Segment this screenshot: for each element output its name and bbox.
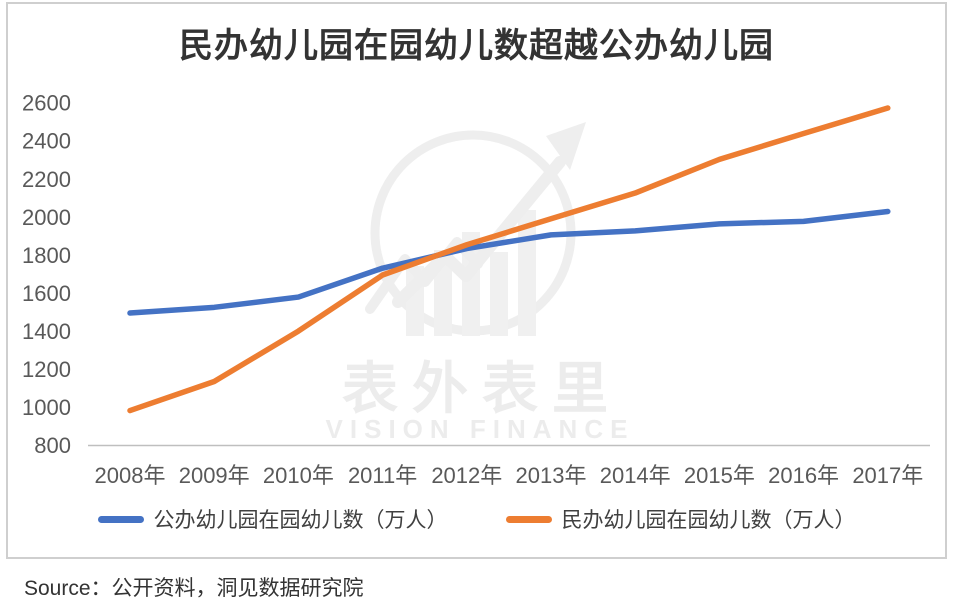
- source-note: Source：公开资料，洞见数据研究院: [24, 577, 364, 600]
- legend-label-public: 公办幼儿园在园幼儿数（万人）: [153, 509, 448, 532]
- legend-item-private: 民办幼儿园在园幼儿数（万人）: [505, 504, 856, 534]
- y-axis-label: 1800: [22, 243, 71, 268]
- legend-swatch-private: [505, 515, 552, 523]
- y-axis-label: 1200: [22, 357, 71, 382]
- y-axis-label: 2000: [22, 205, 71, 230]
- y-axis-label: 1000: [22, 395, 71, 420]
- y-axis-label: 2400: [22, 129, 71, 154]
- x-axis-label: 2017年: [852, 463, 923, 488]
- legend-swatch-public: [97, 515, 144, 523]
- y-axis-label: 2600: [22, 91, 71, 116]
- series-line-0: [127, 208, 891, 316]
- watermark-text-cn: 表外表里: [342, 357, 622, 420]
- x-axis-label: 2015年: [684, 463, 755, 488]
- series-line-1: [127, 105, 891, 414]
- y-axis-label: 1600: [22, 281, 71, 306]
- x-axis-label: 2008年: [95, 463, 166, 488]
- legend-label-private: 民办幼儿园在园幼儿数（万人）: [561, 509, 856, 532]
- axes: 800 1000 1200 1400 1600 1800 2000 2200 2400 2600 2…: [22, 91, 930, 488]
- y-axis-label: 2200: [22, 167, 71, 192]
- watermark-text-en: VISION FINANCE: [326, 414, 635, 444]
- legend-item-public: 公办幼儿园在园幼儿数（万人）: [97, 504, 448, 534]
- watermark-arrow-icon: [546, 122, 586, 170]
- x-axis-label: 2010年: [263, 463, 334, 488]
- line-chart: 表外表里 VISION FINANCE 800 1000 1200 1400 1600 1…: [22, 91, 930, 488]
- x-axis-label: 2011年: [348, 463, 417, 488]
- x-axis-label: 2009年: [179, 463, 250, 488]
- legend: 公办幼儿园在园幼儿数（万人） 民办幼儿园在园幼儿数（万人）: [8, 505, 945, 533]
- x-axis-label: 2013年: [516, 463, 587, 488]
- y-axis-label: 1400: [22, 319, 71, 344]
- y-axis-label: 800: [34, 433, 71, 458]
- series-lines: [127, 105, 891, 414]
- x-axis-label: 2016年: [768, 463, 839, 488]
- x-axis-label: 2014年: [600, 463, 671, 488]
- chart-card: 表外表里 VISION FINANCE 800 1000 1200 1400 1600 1…: [6, 2, 947, 559]
- chart-title: 民办幼儿园在园幼儿数超越公办幼儿园: [179, 27, 774, 65]
- x-axis-label: 2012年: [431, 463, 502, 488]
- watermark-logo: [365, 122, 586, 336]
